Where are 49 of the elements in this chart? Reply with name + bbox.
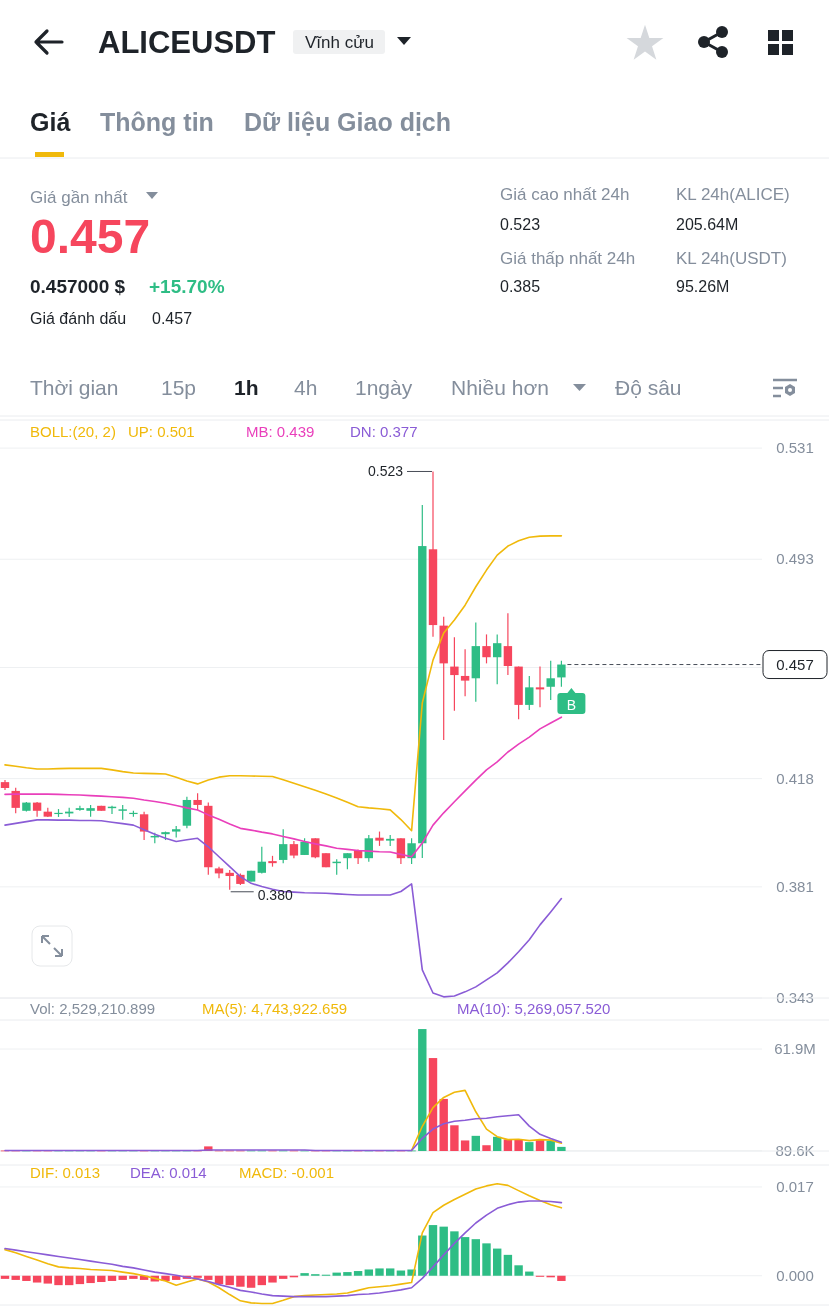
text: MA(5): 4,743,922.659 <box>202 1000 348 1018</box>
text: Giá đánh dấu <box>30 309 127 327</box>
y-tick-label: 0.418 <box>776 769 814 787</box>
text: 0.457000 $ <box>30 275 126 297</box>
annotation: MB: 0.439 <box>246 423 315 441</box>
text: 0.457 <box>152 309 193 327</box>
annotation: 0.380 <box>257 886 293 903</box>
annotation: BOLL:(20, 2) <box>30 423 116 441</box>
text: Nhiều hơn <box>451 376 549 400</box>
annotation: MACD: -0.001 <box>239 1164 335 1182</box>
text: 95.26M <box>676 277 730 295</box>
y-tick-label: 0.531 <box>776 439 814 457</box>
y-tick-label: 0.381 <box>776 878 814 896</box>
text: 0.457 <box>30 209 151 263</box>
text: Vol: 2,529,210.899 <box>30 1000 156 1018</box>
text: Giá thấp nhất 24h <box>500 248 636 268</box>
text: 1ngày <box>355 376 413 400</box>
annotation: B <box>566 696 577 713</box>
text: 15p <box>161 376 197 400</box>
text: Vĩnh cửu <box>305 32 375 52</box>
text: +15.70% <box>149 275 225 297</box>
y-tick-label: 0.493 <box>776 550 814 568</box>
text: 0.523 <box>500 215 541 233</box>
text: Giá <box>30 107 71 136</box>
text: MA(10): 5,269,057.520 <box>457 1000 611 1018</box>
annotation: DEA: 0.014 <box>130 1164 207 1182</box>
text: Dữ liệu Giao dịch <box>244 107 452 136</box>
y-tick-label: 0.000 <box>776 1267 814 1284</box>
text: Giá gần nhất <box>30 187 128 207</box>
y-tick-label: 61.9M <box>774 1040 816 1058</box>
text: 4h <box>294 376 318 400</box>
text: Thông tin <box>100 107 214 136</box>
text: Giá cao nhất 24h <box>500 184 630 204</box>
text: ALICEUSDT <box>98 24 276 60</box>
text: 1h <box>234 376 259 400</box>
y-tick-label: 89.6K <box>775 1142 815 1160</box>
annotation: DIF: 0.013 <box>30 1164 101 1182</box>
text: Độ sâu <box>615 376 682 400</box>
annotation: DN: 0.377 <box>350 423 418 441</box>
y-tick-label: 0.017 <box>776 1178 814 1196</box>
ref-line-label: 0.457 <box>776 655 814 673</box>
y-tick-label: 0.343 <box>776 989 814 1007</box>
text: KL 24h(ALICE) <box>676 184 790 204</box>
annotation: UP: 0.501 <box>128 423 195 441</box>
text: KL 24h(USDT) <box>676 248 787 268</box>
text: Thời gian <box>30 376 119 400</box>
text: 205.64M <box>676 215 739 233</box>
annotation: 0.523 <box>367 463 404 480</box>
text: 0.385 <box>500 277 541 295</box>
